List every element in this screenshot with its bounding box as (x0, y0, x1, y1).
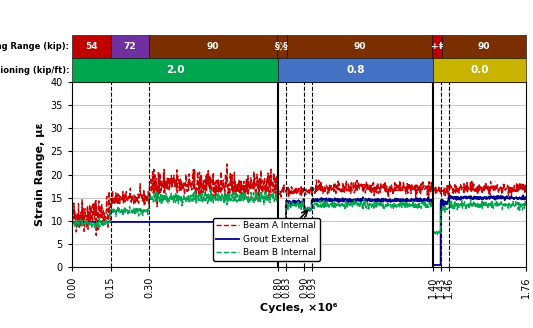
Text: 54: 54 (85, 42, 98, 51)
Text: 72: 72 (124, 42, 136, 51)
Line: Grout External: Grout External (72, 195, 526, 265)
Text: Loading Range (kip):: Loading Range (kip): (0, 42, 69, 51)
Text: 90: 90 (353, 42, 366, 51)
Y-axis label: Strain Range, με: Strain Range, με (35, 123, 45, 226)
Grout External (180, 220, 186, 224)
Beam A Internal (99, 203, 105, 207)
Text: 2.0: 2.0 (166, 65, 184, 75)
Grout External (523, 196, 529, 200)
Beam A Internal (224, 162, 230, 166)
Text: §◊§: §◊§ (276, 42, 289, 51)
Beam A Internal (175, 178, 182, 182)
Beam A Internal (448, 184, 454, 188)
Beam B Internal (148, 199, 155, 203)
Beam B Internal (251, 199, 257, 203)
Beam B Internal (69, 222, 75, 226)
Grout External (301, 207, 308, 211)
Text: Post-tensioning (kip/ft):: Post-tensioning (kip/ft): (0, 66, 69, 75)
Beam B Internal (291, 201, 297, 205)
Grout External (179, 220, 185, 224)
Text: +‡: +‡ (431, 42, 443, 51)
Grout External (323, 198, 329, 202)
Legend: Beam A Internal, Grout External, Beam B Internal: Beam A Internal, Grout External, Beam B … (213, 218, 320, 261)
Beam B Internal (143, 210, 150, 214)
Beam B Internal (390, 202, 396, 206)
Beam A Internal (351, 189, 357, 193)
Grout External (430, 263, 436, 267)
Beam A Internal (363, 184, 369, 188)
Line: Beam A Internal: Beam A Internal (72, 164, 526, 236)
Line: Beam B Internal: Beam B Internal (72, 190, 526, 235)
Grout External (520, 194, 527, 197)
Grout External (431, 263, 438, 267)
Beam A Internal (93, 234, 100, 237)
Text: 0.0: 0.0 (471, 65, 489, 75)
Grout External (69, 220, 75, 224)
X-axis label: Cycles, ×10⁶: Cycles, ×10⁶ (260, 303, 338, 313)
Beam B Internal (523, 202, 529, 206)
Beam A Internal (400, 187, 406, 191)
Beam B Internal (207, 188, 214, 192)
Beam B Internal (407, 203, 414, 207)
Text: 90: 90 (207, 42, 220, 51)
Text: 90: 90 (478, 42, 490, 51)
Beam A Internal (523, 190, 529, 194)
Beam A Internal (69, 215, 75, 218)
Beam B Internal (434, 233, 440, 237)
Text: 0.8: 0.8 (346, 65, 365, 75)
Grout External (264, 220, 271, 224)
